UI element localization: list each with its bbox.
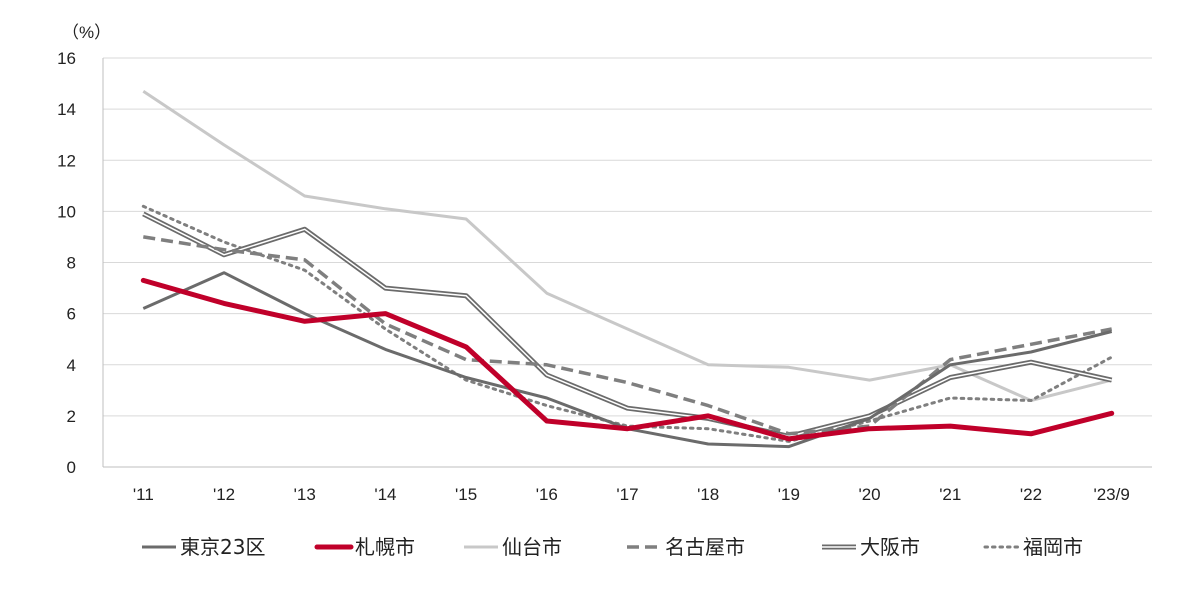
legend-item: 大阪市 [822, 535, 920, 559]
series-4 [143, 235, 1113, 436]
y-tick-label: 8 [67, 254, 76, 273]
x-tick-label: '21 [939, 485, 961, 504]
legend: 東京23区 札幌市 仙台市 名古屋市 大阪市 福岡市 [142, 535, 1083, 559]
x-tick-label: '14 [374, 485, 396, 504]
y-tick-label: 12 [57, 151, 76, 170]
legend-label: 名古屋市 [665, 535, 745, 559]
x-tick-label: '12 [213, 485, 235, 504]
series-line-outer [142, 211, 1113, 439]
legend-item: 仙台市 [464, 535, 562, 559]
legend-item: 名古屋市 [627, 535, 745, 559]
x-axis-ticks: '11 '12 '13 '14 '15 '16 '17 '18 '19 '20 '21 '22 '23/… [133, 485, 1130, 504]
series-line-inner [142, 213, 1112, 438]
series-6 [141, 204, 1114, 443]
legend-label: 東京23区 [180, 535, 265, 559]
x-tick-label: '23/9 [1093, 485, 1129, 504]
series-1 [142, 271, 1113, 449]
x-tick-label: '22 [1020, 485, 1042, 504]
y-tick-label: 14 [57, 100, 76, 119]
series-line [142, 271, 1113, 449]
y-tick-label: 6 [67, 305, 76, 324]
y-tick-label: 4 [67, 356, 76, 375]
series-line [143, 235, 1113, 436]
series-line [140, 277, 1115, 442]
x-tick-label: '11 [133, 485, 154, 504]
legend-label: 仙台市 [502, 535, 562, 559]
data-point [626, 381, 629, 384]
data-point [384, 322, 387, 325]
series-line [141, 204, 1114, 443]
legend-label: 福岡市 [1023, 535, 1083, 559]
y-tick-label: 0 [67, 458, 76, 477]
x-tick-label: '13 [294, 485, 316, 504]
x-tick-label: '18 [697, 485, 719, 504]
y-tick-label: 2 [67, 407, 76, 426]
legend-item: 福岡市 [983, 535, 1083, 559]
x-tick-label: '16 [536, 485, 558, 504]
series-line [142, 89, 1113, 402]
series-2 [140, 277, 1115, 442]
series-lines [140, 89, 1115, 449]
y-unit-label: （%） [62, 23, 111, 42]
x-tick-label: '20 [858, 485, 880, 504]
legend-label: 札幌市 [355, 535, 415, 559]
legend-item: 札幌市 [314, 535, 415, 559]
y-tick-label: 16 [57, 49, 76, 68]
y-axis-ticks: 0 2 4 6 8 10 12 14 16 [57, 49, 76, 477]
y-tick-label: 10 [57, 202, 76, 221]
x-tick-label: '17 [616, 485, 638, 504]
legend-label: 大阪市 [860, 535, 920, 559]
x-tick-label: '15 [455, 485, 477, 504]
legend-item: 東京23区 [142, 535, 265, 559]
x-tick-label: '19 [778, 485, 800, 504]
series-5 [142, 211, 1113, 439]
